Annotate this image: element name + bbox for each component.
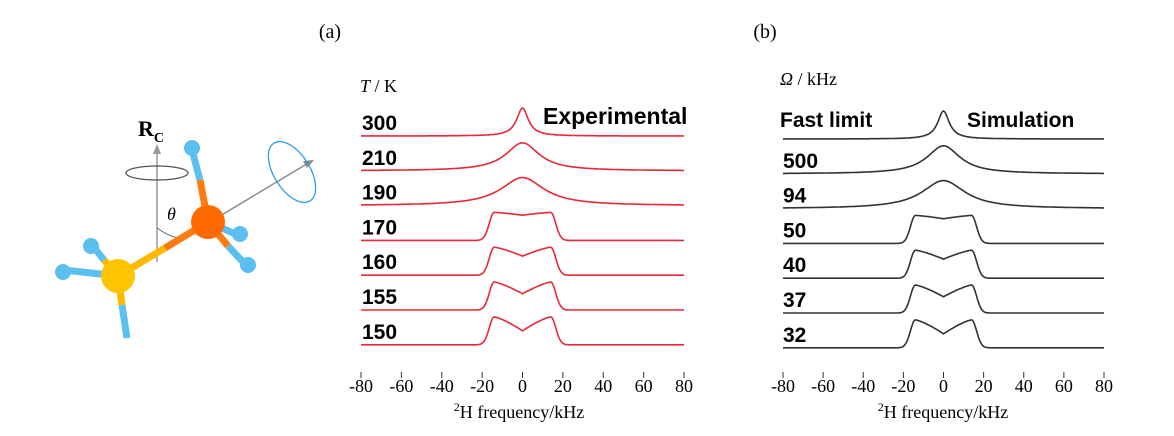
series-label: 32 bbox=[783, 324, 806, 347]
panel-a-label: (a) bbox=[319, 21, 341, 43]
carbon-atom-front bbox=[191, 205, 225, 239]
series-label: 500 bbox=[783, 150, 818, 173]
spectrum-trace-fast-limit bbox=[783, 110, 1104, 140]
panel-b-label: (b) bbox=[753, 21, 776, 43]
x-tick-label: 0 bbox=[939, 376, 948, 396]
panel-b-simulated-spectra: Ω / kHz Fast limit Simulation 500 94 50 40 3… bbox=[771, 69, 1113, 422]
legend-title-temperature: T / K bbox=[360, 76, 397, 96]
spectrum-trace-32 bbox=[783, 318, 1104, 349]
series-label: 50 bbox=[783, 219, 806, 242]
x-axis-label: 2H frequency/kHz bbox=[878, 400, 1008, 422]
series-label: 37 bbox=[783, 289, 806, 312]
hydrogen-atom bbox=[184, 140, 200, 156]
spectrum-trace-160 bbox=[361, 246, 684, 276]
legend-title-rate: Ω / kHz bbox=[780, 69, 837, 89]
x-tick-label: 40 bbox=[594, 376, 612, 396]
series-label: 210 bbox=[362, 147, 397, 170]
hydrogen-atom bbox=[240, 257, 256, 273]
annotation-simulation: Simulation bbox=[967, 109, 1074, 132]
spectrum-trace-94 bbox=[783, 179, 1104, 209]
rotation-axis-arrowhead bbox=[153, 144, 161, 154]
x-tick-label: -20 bbox=[891, 376, 915, 396]
x-tick-label: 60 bbox=[635, 376, 653, 396]
x-tick-label: 80 bbox=[675, 376, 693, 396]
spectrum-trace-155 bbox=[361, 281, 684, 311]
x-tick-label: -40 bbox=[430, 376, 454, 396]
x-tick-label: -20 bbox=[470, 376, 494, 396]
series-label: 94 bbox=[783, 185, 807, 208]
x-tick-label: 20 bbox=[554, 376, 572, 396]
spectrum-trace-210 bbox=[361, 141, 684, 172]
x-tick-label: 80 bbox=[1095, 376, 1113, 396]
spectrum-trace-37 bbox=[783, 284, 1104, 314]
rotation-circle bbox=[125, 165, 189, 181]
x-axis-label: 2H frequency/kHz bbox=[454, 400, 584, 422]
angle-theta-label: θ bbox=[167, 204, 176, 224]
carbon-atom-back bbox=[101, 259, 135, 293]
angle-arc bbox=[156, 227, 179, 239]
series-label: 300 bbox=[362, 112, 397, 135]
panel-a-experimental-spectra: T / K Experimental 300 210 190 170 160 155 150… bbox=[349, 76, 693, 422]
x-tick-label: -40 bbox=[851, 376, 875, 396]
spectrum-trace-150 bbox=[361, 315, 684, 346]
spectrum-trace-190 bbox=[361, 176, 684, 206]
axis-label: RC bbox=[138, 116, 164, 146]
annotation-experimental: Experimental bbox=[543, 103, 687, 129]
spectrum-trace-50 bbox=[783, 214, 1104, 245]
x-tick-label: 40 bbox=[1015, 376, 1033, 396]
hydrogen-atom bbox=[232, 226, 248, 242]
series-label: 190 bbox=[362, 182, 397, 205]
ch-bond-back-down-blue bbox=[118, 304, 131, 339]
series-label: 155 bbox=[362, 286, 397, 309]
x-tick-label: -80 bbox=[349, 376, 373, 396]
series-label: 160 bbox=[362, 251, 397, 274]
x-tick-label: 0 bbox=[518, 376, 527, 396]
x-tick-label: -60 bbox=[811, 376, 835, 396]
series-label: 40 bbox=[783, 254, 806, 277]
spectrum-trace-170 bbox=[361, 211, 684, 242]
spectrum-trace-40 bbox=[783, 249, 1104, 279]
x-tick-label: 60 bbox=[1055, 376, 1073, 396]
spectrum-trace-500 bbox=[783, 144, 1104, 175]
bond-axis-line bbox=[209, 161, 311, 223]
ethane-molecule-illustration: RC θ bbox=[55, 116, 317, 339]
x-tick-label: -80 bbox=[771, 376, 795, 396]
series-label: 150 bbox=[362, 321, 397, 344]
series-label: 170 bbox=[362, 216, 397, 239]
x-tick-label: -60 bbox=[389, 376, 413, 396]
annotation-fast-limit: Fast limit bbox=[780, 109, 872, 132]
bond-rotation-ellipse bbox=[267, 140, 317, 204]
x-tick-label: 20 bbox=[975, 376, 993, 396]
hydrogen-atom bbox=[83, 238, 99, 254]
hydrogen-atom bbox=[55, 264, 71, 280]
spectrum-trace-300 bbox=[361, 107, 684, 137]
